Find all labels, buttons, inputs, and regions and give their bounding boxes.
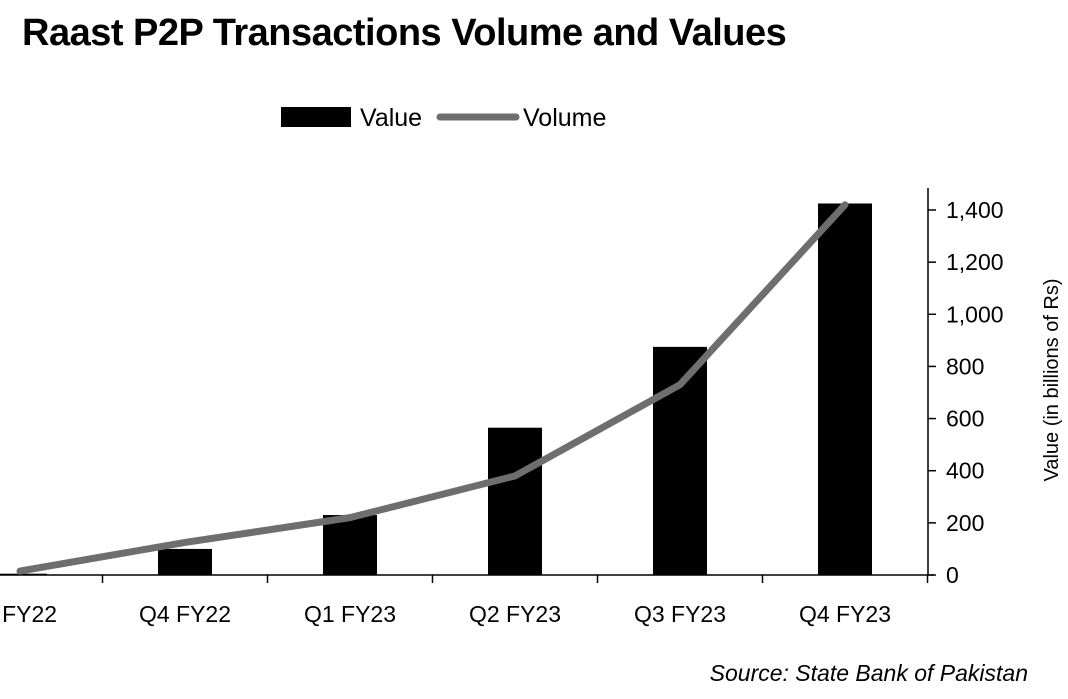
line-layer — [16, 201, 849, 575]
bar-value — [818, 203, 872, 575]
axes-layer: 3 FY22 Q4 FY22 Q1 FY23 Q2 FY23 Q3 FY23 Q4 FY2… — [0, 188, 1004, 627]
y-tick-label: 600 — [946, 406, 984, 432]
y-tick-label: 400 — [946, 458, 984, 484]
x-tick-label: Q1 FY23 — [304, 601, 396, 627]
legend: Value Volume — [281, 104, 606, 132]
bars-layer — [0, 203, 872, 575]
legend-label-volume: Volume — [523, 104, 606, 132]
legend-swatch-value — [281, 107, 351, 127]
x-tick-label: Q2 FY23 — [469, 601, 561, 627]
x-tick-label: Q4 FY22 — [139, 601, 231, 627]
y-tick-label: 1,200 — [946, 249, 1004, 275]
line-volume — [16, 201, 849, 575]
y-tick-label: 800 — [946, 353, 984, 379]
x-tick-label: Q3 FY23 — [634, 601, 726, 627]
chart-title: Raast P2P Transactions Volume and Values — [22, 12, 787, 54]
bar-value — [488, 427, 542, 575]
y-axis-title: Value (in billions of Rs) — [1041, 278, 1063, 481]
y-tick-label: 0 — [946, 562, 959, 588]
y-tick-label: 1,000 — [946, 301, 1004, 327]
y-tick-label: 1,400 — [946, 197, 1004, 223]
bar-value — [323, 515, 377, 575]
bar-value — [158, 548, 212, 575]
x-tick-label: 3 FY22 — [0, 601, 57, 627]
legend-label-value: Value — [360, 104, 422, 132]
y-tick-label: 200 — [946, 510, 984, 536]
source-note: Source: State Bank of Pakistan — [709, 660, 1028, 686]
x-tick-label: Q4 FY23 — [799, 601, 891, 627]
